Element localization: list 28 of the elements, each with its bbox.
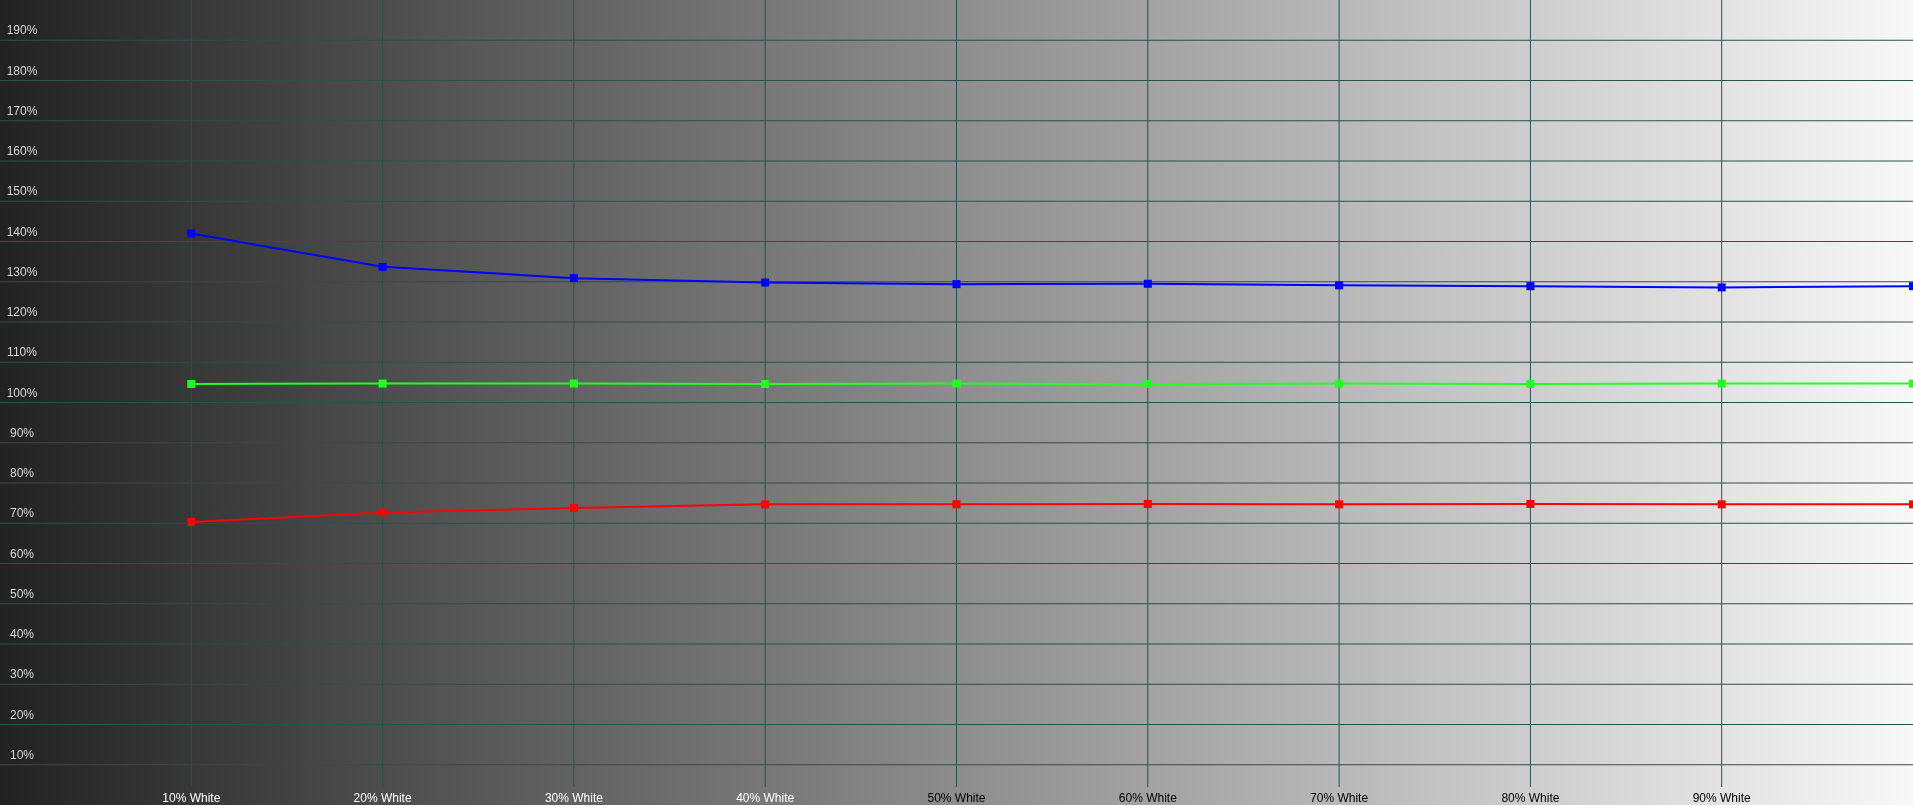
y-tick-label: 190% [6, 23, 38, 38]
y-tick-label: 120% [6, 305, 38, 319]
y-tick-label: 140% [6, 224, 38, 239]
y-tick-label: 160% [6, 144, 38, 158]
y-tick-label: 30% [9, 667, 35, 682]
x-tick-label: 40% White [736, 791, 795, 805]
y-tick-label: 40% [9, 627, 35, 641]
x-tick-label: 30% White [544, 791, 604, 805]
y-tick-label: 150% [6, 184, 38, 199]
x-tick-label: 60% White [1118, 791, 1178, 805]
y-tick-label: 10% [9, 747, 35, 762]
y-tick-label: 60% [9, 546, 35, 561]
y-tick-label: 50% [9, 586, 35, 601]
y-tick-label: 80% [9, 466, 35, 480]
y-tick-label: 20% [9, 707, 35, 722]
x-tick-label: 70% White [1310, 791, 1369, 805]
y-tick-label: 90% [9, 425, 35, 440]
x-tick-label: 10% White [162, 791, 221, 805]
y-tick-label: 130% [6, 264, 38, 279]
x-tick-label: 90% White [1692, 791, 1752, 805]
x-tick-label: 50% White [927, 791, 986, 805]
y-tick-label: 180% [6, 63, 38, 78]
x-tick-label: 80% White [1501, 791, 1560, 805]
x-tick-label: 20% White [353, 791, 412, 805]
y-tick-label: 100% [6, 385, 38, 400]
y-tick-label: 70% [9, 506, 35, 521]
y-tick-label: 170% [6, 103, 38, 118]
y-tick-label: 110% [7, 345, 38, 360]
